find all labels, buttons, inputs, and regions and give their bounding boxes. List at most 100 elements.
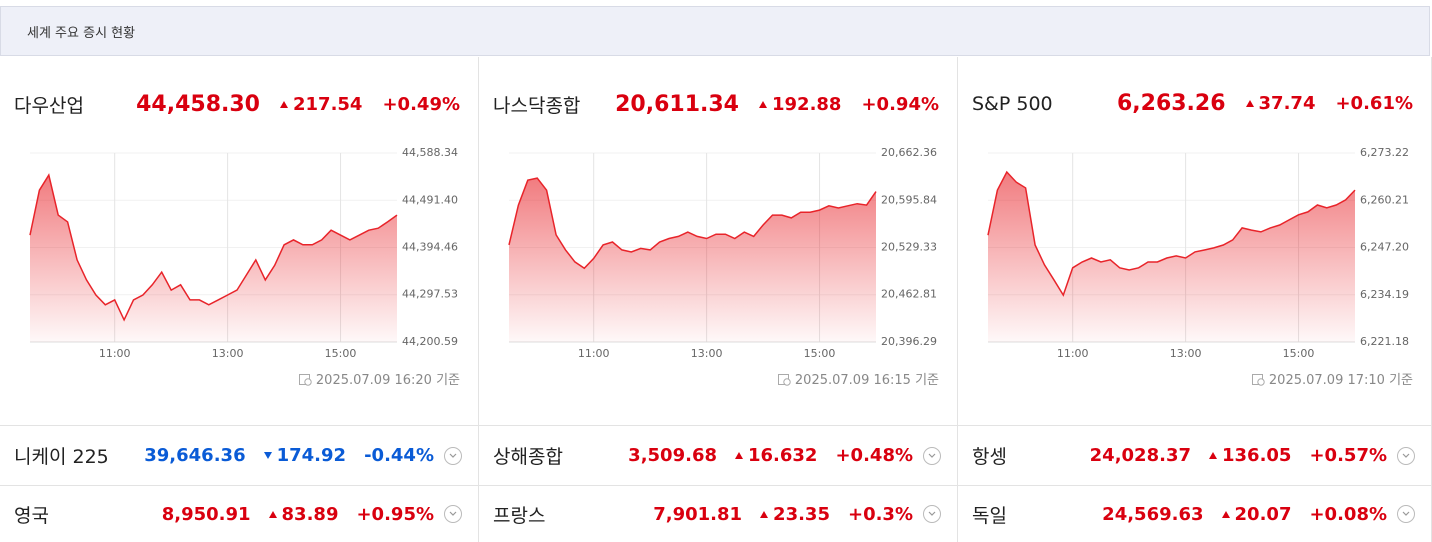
price: 8,950.91 (161, 503, 251, 525)
change: 217.54 (280, 94, 362, 115)
timestamp: 2025.07.09 17:10 기준 (1251, 369, 1413, 388)
direction-arrow (1245, 100, 1254, 107)
y-tick-label: 6,234.19 (1360, 288, 1409, 301)
y-tick-label: 20,595.84 (881, 193, 937, 206)
quote: 44,458.30 217.54 +0.49% (136, 92, 460, 117)
row-right: 7,901.81 23.35 +0.3% (653, 504, 941, 525)
area (509, 178, 876, 342)
change-value: 20.07 (1234, 503, 1292, 525)
timestamp-text: 2025.07.09 16:20 기준 (315, 373, 460, 388)
index-row: 독일 24,569.63 20.07 +0.08% (958, 485, 1432, 542)
change: 192.88 (759, 94, 841, 115)
panel-top: 나스닥종합 20,611.34 192.88 +0.94% (493, 91, 939, 118)
timestamp-text: 2025.07.09 16:15 기준 (794, 373, 939, 388)
expand-button[interactable] (923, 505, 941, 523)
timestamp: 2025.07.09 16:15 기준 (777, 369, 939, 388)
line (29, 173, 398, 322)
x-tick-label: 13:00 (691, 347, 723, 360)
y-tick-label: 6,247.20 (1360, 241, 1409, 254)
change-rate: +0.61% (1335, 93, 1413, 114)
x-tick-label: 13:00 (1170, 347, 1202, 360)
price: 24,569.63 (1102, 503, 1204, 525)
header: 세계 주요 증시 현황 (0, 6, 1430, 56)
price: 39,646.36 (144, 445, 246, 466)
expand-button[interactable] (1397, 505, 1415, 523)
chart: 44,200.59 44,297.53 44,394.46 44,491.40 44,5… (29, 146, 458, 360)
change-value: 37.74 (1258, 93, 1316, 114)
y-tick-label: 20,396.29 (881, 335, 937, 348)
direction-arrow (1221, 510, 1230, 518)
change: 83.89 (268, 504, 338, 525)
chevron (449, 453, 457, 458)
y-tick-label: 44,297.53 (402, 288, 458, 301)
expand-button[interactable] (923, 446, 941, 465)
price: 6,263.26 (1116, 91, 1226, 116)
chevron (928, 453, 936, 458)
index-name: 다우산업 (14, 95, 84, 117)
y-tick-label: 6,260.21 (1360, 193, 1409, 206)
calendar-icon (777, 373, 791, 386)
price: 24,028.37 (1089, 445, 1191, 466)
price: 7,901.81 (653, 503, 743, 525)
timestamp-text: 2025.07.09 17:10 기준 (1268, 373, 1413, 388)
chevron-icon (1402, 511, 1410, 516)
row-right: 3,509.68 16.632 +0.48% (628, 445, 941, 466)
x-tick-label: 13:00 (212, 347, 244, 360)
row-right: 39,646.36 174.92 -0.44% (144, 445, 462, 466)
index-name: 독일 (972, 504, 1007, 527)
change: 37.74 (1245, 93, 1316, 114)
y-tick-label: 44,394.46 (402, 241, 458, 254)
y-tick-label: 20,662.36 (881, 146, 937, 159)
change: 174.92 (263, 445, 346, 466)
expand-button[interactable] (1397, 446, 1415, 465)
x-tick-label: 11:00 (99, 347, 131, 360)
change-value: 192.88 (772, 94, 842, 115)
expand-button[interactable] (444, 446, 462, 465)
change-rate: +0.3% (847, 503, 913, 525)
icon-clock (783, 377, 791, 386)
chevron (1402, 453, 1410, 458)
index-name: 나스닥종합 (493, 95, 581, 117)
direction-arrow (735, 452, 743, 459)
quote: 24,569.63 20.07 +0.08% (1102, 504, 1387, 525)
quote: 8,950.91 83.89 +0.95% (162, 504, 434, 525)
quote: 20,611.34 192.88 +0.94% (615, 92, 939, 117)
panel-top: S&P 500 6,263.26 37.74 +0.61% (972, 91, 1413, 116)
panel-top: 다우산업 44,458.30 217.54 +0.49% (14, 91, 460, 118)
y-tick-label: 6,221.18 (1360, 335, 1409, 348)
direction-arrow (268, 510, 277, 518)
chart: 20,396.29 20,462.81 20,529.33 20,595.84 20,6… (508, 146, 937, 360)
row-right: 8,950.91 83.89 +0.95% (162, 504, 462, 525)
change-rate: +0.08% (1309, 503, 1387, 525)
chevron-icon (449, 453, 457, 458)
direction-arrow (760, 510, 769, 518)
header-title: 세계 주요 증시 현황 (27, 26, 136, 41)
icon-clock (304, 377, 312, 386)
index-panel: S&P 500 6,263.26 37.74 +0.61% 6,221.18 6,234.… (958, 57, 1432, 425)
change-rate: +0.48% (835, 445, 913, 466)
index-row: 프랑스 7,901.81 23.35 +0.3% (479, 485, 958, 542)
index-panel: 나스닥종합 20,611.34 192.88 +0.94% 20,396.29 20,46… (479, 57, 958, 425)
change-rate: +0.95% (356, 503, 434, 525)
y-tick-label: 44,491.40 (402, 193, 458, 206)
index-name: 상해종합 (493, 446, 563, 468)
index-name: 프랑스 (493, 504, 546, 527)
index-row: 영국 8,950.91 83.89 +0.95% (0, 485, 479, 542)
change-rate: +0.57% (1309, 445, 1387, 466)
index-name: 영국 (14, 504, 49, 527)
y-tick-label: 44,588.34 (402, 146, 458, 159)
calendar-icon (298, 373, 312, 386)
quote: 39,646.36 174.92 -0.44% (144, 445, 434, 466)
change: 20.07 (1221, 503, 1292, 525)
expand-button[interactable] (444, 505, 462, 523)
x-tick-label: 15:00 (325, 347, 357, 360)
chevron-icon (928, 511, 936, 516)
direction-arrow (263, 452, 272, 459)
change-value: 217.54 (293, 94, 363, 115)
x-tick-label: 15:00 (1283, 347, 1315, 360)
y-tick-label: 20,462.81 (881, 288, 937, 301)
quote: 3,509.68 16.632 +0.48% (628, 445, 913, 466)
change: 16.632 (735, 445, 817, 466)
change-value: 16.632 (748, 445, 818, 466)
